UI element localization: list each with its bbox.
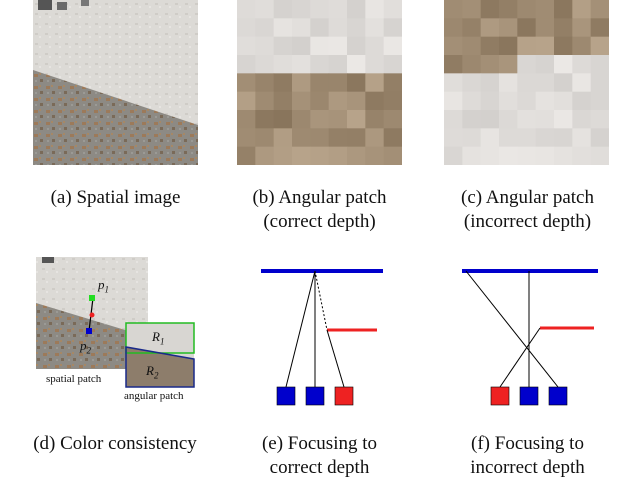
p1-label: p1 (98, 277, 109, 295)
caption-d: (d) Color consistency (33, 433, 197, 454)
focus-correct-diagram (255, 262, 390, 412)
p2-point (86, 328, 92, 334)
focus-incorrect-diagram (458, 262, 603, 412)
caption-b: (b) Angular patch (correct depth) (252, 187, 387, 232)
r2-label: R2 (146, 363, 159, 381)
angular-patch-incorrect (444, 0, 609, 165)
p1-point (89, 295, 95, 301)
caption-e: (e) Focusing to correct depth (261, 433, 378, 478)
caption-f: (f) Focusing to incorrect depth (470, 433, 585, 478)
spatial-patch-label: spatial patch (46, 373, 102, 385)
spatial-image (33, 0, 198, 165)
color-consistency-diagram: p1 p2 R1 R2 spatial patch angular patch (30, 255, 200, 410)
caption-c: (c) Angular patch (incorrect depth) (461, 187, 594, 232)
angular-patch-correct (237, 0, 402, 165)
caption-a: (a) Spatial image (50, 187, 181, 208)
r1-label: R1 (152, 329, 165, 347)
p2-label: p2 (80, 338, 91, 356)
angular-patch-label: angular patch (124, 390, 184, 402)
